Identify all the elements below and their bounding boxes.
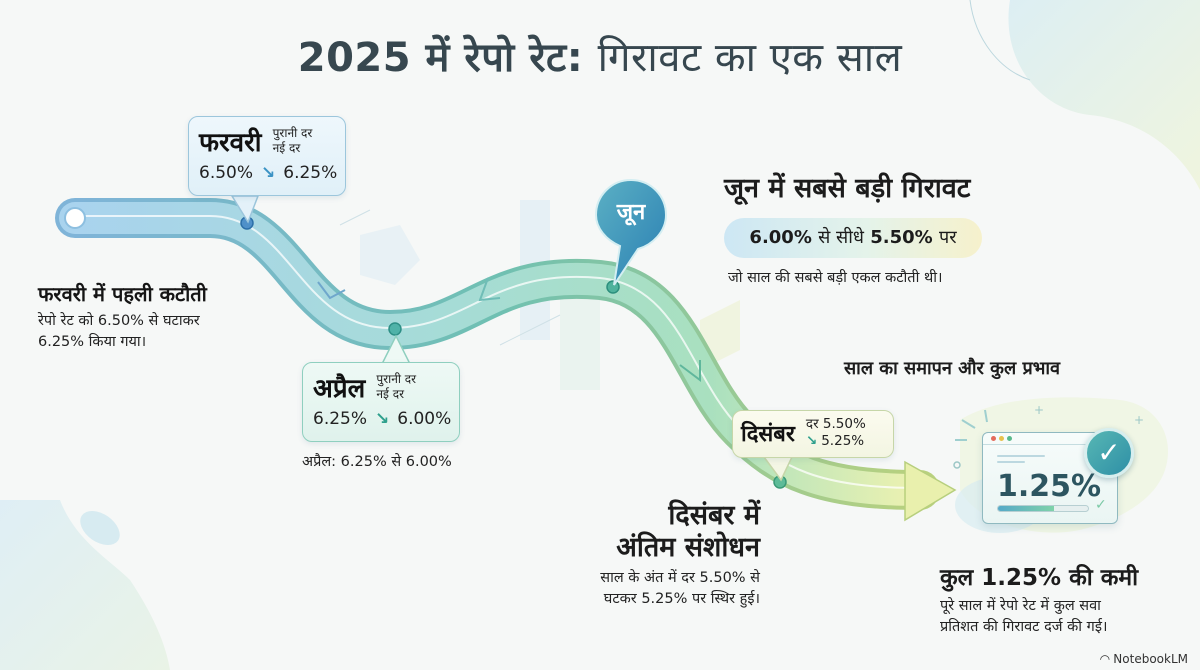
svg-text:+: + — [1134, 413, 1144, 427]
pill-suffix: पर — [938, 227, 957, 248]
title-bold: 2025 में रेपो रेट: — [297, 35, 584, 81]
down-arrow-icon: ↘ — [805, 433, 818, 449]
summary-heading: कुल 1.25% की कमी — [940, 565, 1139, 591]
callout-month: दिसंबर — [741, 422, 795, 447]
new-rate-label: नई दर — [376, 387, 405, 401]
old-rate: 6.25% — [313, 409, 368, 429]
callout-labels: दर 5.50% ↘ 5.25% — [806, 416, 866, 450]
february-heading: फरवरी में पहली कटौती — [38, 282, 207, 306]
callout-rates: 6.25% ↘ 6.00% — [313, 409, 452, 429]
window-dot-yellow — [999, 436, 1004, 441]
february-desc-2: 6.25% किया गया। — [38, 334, 147, 350]
card-titlebar — [983, 433, 1117, 445]
december-desc-1: साल के अंत में दर 5.50% से — [600, 570, 760, 586]
card-value: 1.25% — [997, 469, 1102, 504]
february-desc-1: रेपो रेट को 6.50% से घटाकर — [38, 313, 200, 329]
down-arrow-icon: ↘ — [375, 409, 390, 429]
summary-section-title: साल का समापन और कुल प्रभाव — [844, 358, 1061, 379]
result-card: 1.25% ✓ — [982, 432, 1118, 524]
new-rate: 5.25% — [821, 433, 865, 449]
june-rate-pill: 6.00% से सीधे 5.50% पर — [724, 218, 982, 258]
rate-label: दर — [805, 416, 819, 432]
callout-december: दिसंबर दर 5.50% ↘ 5.25% — [732, 410, 894, 458]
old-rate: 6.50% — [199, 163, 254, 183]
notebooklm-icon: ◠ — [1100, 652, 1110, 666]
summary-desc-1: पूरे साल में रेपो रेट में कुल सवा — [940, 598, 1101, 614]
card-line — [997, 461, 1025, 463]
window-dot-red — [991, 436, 996, 441]
svg-text:+: + — [1034, 403, 1044, 417]
window-dot-green — [1007, 436, 1012, 441]
callout-month: फरवरी — [199, 128, 262, 158]
summary-text-block: कुल 1.25% की कमी पूरे साल में रेपो रेट म… — [940, 560, 1190, 638]
summary-desc-2: प्रतिशत की गिरावट दर्ज की गई। — [940, 619, 1108, 635]
callout-rates: 6.50% ↘ 6.25% — [199, 163, 338, 183]
new-rate-label: नई दर — [272, 141, 301, 155]
title-light: गिरावट का एक साल — [597, 35, 903, 81]
card-progress-bar — [997, 505, 1089, 512]
down-arrow-icon: ↘ — [261, 163, 276, 183]
new-rate: 6.25% — [283, 163, 338, 183]
pill-mid: से सीधे — [818, 227, 864, 248]
brand-watermark: ◠ NotebookLM — [1100, 652, 1188, 666]
small-check-icon: ✓ — [1095, 497, 1107, 513]
december-heading-1: दिसंबर में — [668, 500, 760, 531]
december-heading-2: अंतिम संशोधन — [616, 532, 760, 563]
june-heading-text: जून में सबसे बड़ी गिरावट — [724, 173, 971, 204]
callout-april: अप्रैल पुरानी दर नई दर 6.25% ↘ 6.00% — [302, 362, 460, 442]
card-line — [997, 455, 1045, 457]
pill-from: 6.00% — [749, 227, 812, 248]
june-heading: जून में सबसे बड़ी गिरावट — [724, 168, 1064, 205]
page-title: 2025 में रेपो रेट: गिरावट का एक साल — [0, 28, 1200, 83]
december-text-block: दिसंबर में अंतिम संशोधन साल के अंत में द… — [560, 500, 760, 610]
old-rate-label: पुरानी दर — [376, 372, 417, 386]
callout-labels: पुरानी दर नई दर — [273, 126, 313, 156]
check-icon: ✓ — [1084, 428, 1134, 478]
april-caption: अप्रैल: 6.25% से 6.00% — [302, 454, 452, 470]
old-rate-label: पुरानी दर — [272, 126, 313, 140]
brand-name: NotebookLM — [1113, 652, 1188, 666]
callout-february: फरवरी पुरानी दर नई दर 6.50% ↘ 6.25% — [188, 116, 346, 196]
december-desc-2: घटकर 5.25% पर स्थिर हुई। — [603, 591, 760, 607]
june-pin-label: जून — [616, 200, 646, 225]
new-rate: 6.00% — [397, 409, 452, 429]
callout-month: अप्रैल — [313, 374, 366, 404]
pill-to: 5.50% — [870, 227, 933, 248]
february-text-block: फरवरी में पहली कटौती रेपो रेट को 6.50% स… — [38, 280, 298, 353]
old-rate: 5.50% — [822, 416, 866, 432]
june-desc: जो साल की सबसे बड़ी एकल कटौती थी। — [728, 270, 943, 286]
callout-labels: पुरानी दर नई दर — [376, 372, 416, 402]
